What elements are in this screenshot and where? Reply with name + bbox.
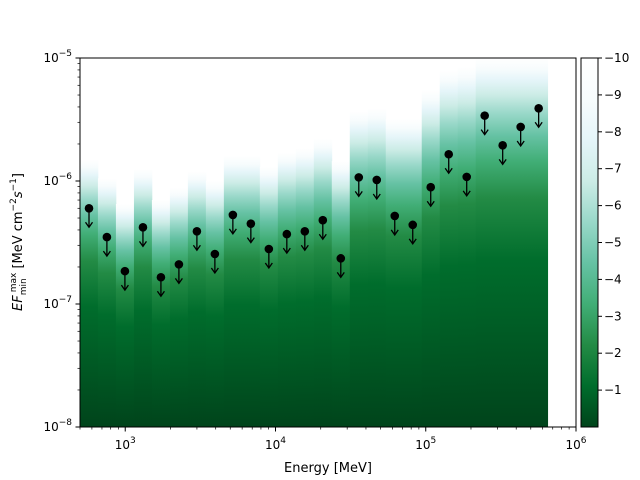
upper-limit-point bbox=[300, 226, 310, 252]
likelihood-band bbox=[205, 181, 225, 427]
upper-limit-point bbox=[264, 244, 274, 270]
likelihood-band bbox=[475, 58, 495, 427]
upper-limit-point bbox=[120, 266, 130, 292]
x-axis-label: Energy [MeV] bbox=[284, 461, 372, 476]
likelihood-band bbox=[403, 118, 423, 428]
colorbar-tick-label: −10 bbox=[604, 51, 629, 65]
x-axis-ticks: 103 104 105 106 bbox=[79, 427, 587, 452]
colorbar-tick-label: −1 bbox=[604, 383, 622, 397]
likelihood-band bbox=[295, 148, 315, 427]
colorbar-tick-label: −9 bbox=[604, 88, 622, 102]
colorbar-tick-label: −5 bbox=[604, 236, 622, 250]
x-tick-label: 105 bbox=[415, 436, 436, 452]
x-tick-label: 103 bbox=[115, 436, 136, 452]
upper-limit-point bbox=[390, 211, 400, 237]
upper-limit-point bbox=[156, 272, 166, 298]
y-axis-label: EFminmax [MeV cm−2s−1] bbox=[9, 173, 29, 311]
upper-limit-point bbox=[228, 210, 238, 236]
upper-limit-point bbox=[372, 175, 382, 201]
upper-limit-point bbox=[336, 254, 346, 279]
likelihood-band bbox=[80, 159, 99, 427]
likelihood-band bbox=[349, 111, 369, 428]
likelihood-band bbox=[187, 171, 207, 427]
likelihood-band bbox=[313, 138, 333, 427]
upper-limit-point bbox=[282, 229, 292, 255]
likelihood-band bbox=[457, 66, 477, 428]
likelihood-band bbox=[493, 58, 513, 427]
upper-limit-point bbox=[210, 249, 220, 275]
upper-limit-point bbox=[138, 223, 148, 248]
colorbar-tick-label: −2 bbox=[604, 346, 622, 360]
upper-limit-point bbox=[318, 215, 328, 241]
likelihood-band bbox=[97, 178, 117, 427]
likelihood-band bbox=[439, 69, 459, 428]
colorbar bbox=[580, 57, 599, 428]
likelihood-band bbox=[223, 155, 243, 427]
likelihood-band bbox=[511, 58, 531, 427]
y-tick-label: 10−6 bbox=[43, 172, 72, 188]
upper-limit-point bbox=[354, 173, 364, 198]
plot-frame bbox=[79, 57, 577, 428]
likelihood-band bbox=[331, 161, 351, 427]
upper-limit-point bbox=[462, 172, 472, 198]
upper-limit-point bbox=[102, 232, 112, 258]
likelihood-band bbox=[277, 152, 297, 427]
upper-limit-point bbox=[444, 149, 454, 175]
likelihood-band bbox=[421, 89, 441, 427]
y-tick-label: 10−5 bbox=[43, 49, 72, 65]
y-axis-ticks: 10−8 10−7 10−6 10−5 bbox=[43, 49, 80, 434]
likelihood-band bbox=[133, 169, 153, 427]
upper-limit-point bbox=[246, 219, 256, 244]
colorbar-ticks: −10 −9 −8 −7 −6 −5 −4 −3 −2 −1 bbox=[598, 51, 629, 397]
upper-limit-point bbox=[516, 122, 525, 148]
upper-limit-point bbox=[480, 111, 489, 136]
colorbar-tick-label: −3 bbox=[604, 309, 622, 323]
colorbar-tick-label: −8 bbox=[604, 125, 622, 139]
upper-limit-point bbox=[498, 141, 507, 166]
upper-limit-point bbox=[408, 220, 418, 245]
likelihood-band bbox=[385, 118, 405, 428]
likelihood-bands bbox=[80, 58, 549, 428]
x-tick-label: 104 bbox=[265, 436, 286, 452]
likelihood-band bbox=[241, 155, 261, 427]
likelihood-band bbox=[529, 58, 549, 427]
y-tick-label: 10−7 bbox=[43, 295, 72, 311]
likelihood-band bbox=[169, 187, 189, 427]
likelihood-band bbox=[115, 204, 135, 427]
likelihood-band bbox=[151, 200, 171, 427]
colorbar-tick-label: −6 bbox=[604, 199, 622, 213]
likelihood-band bbox=[259, 166, 279, 428]
upper-limit-point bbox=[192, 226, 202, 252]
upper-limit-point bbox=[174, 260, 184, 285]
x-tick-label: 106 bbox=[565, 436, 586, 452]
y-tick-label: 10−8 bbox=[43, 418, 72, 434]
colorbar-tick-label: −7 bbox=[604, 162, 622, 176]
colorbar-tick-label: −4 bbox=[604, 272, 622, 286]
upper-limit-point bbox=[84, 203, 94, 229]
likelihood-band bbox=[367, 108, 387, 428]
upper-limit-point bbox=[426, 182, 436, 208]
upper-limit-point bbox=[534, 103, 543, 129]
upper-limit-points bbox=[84, 103, 543, 298]
